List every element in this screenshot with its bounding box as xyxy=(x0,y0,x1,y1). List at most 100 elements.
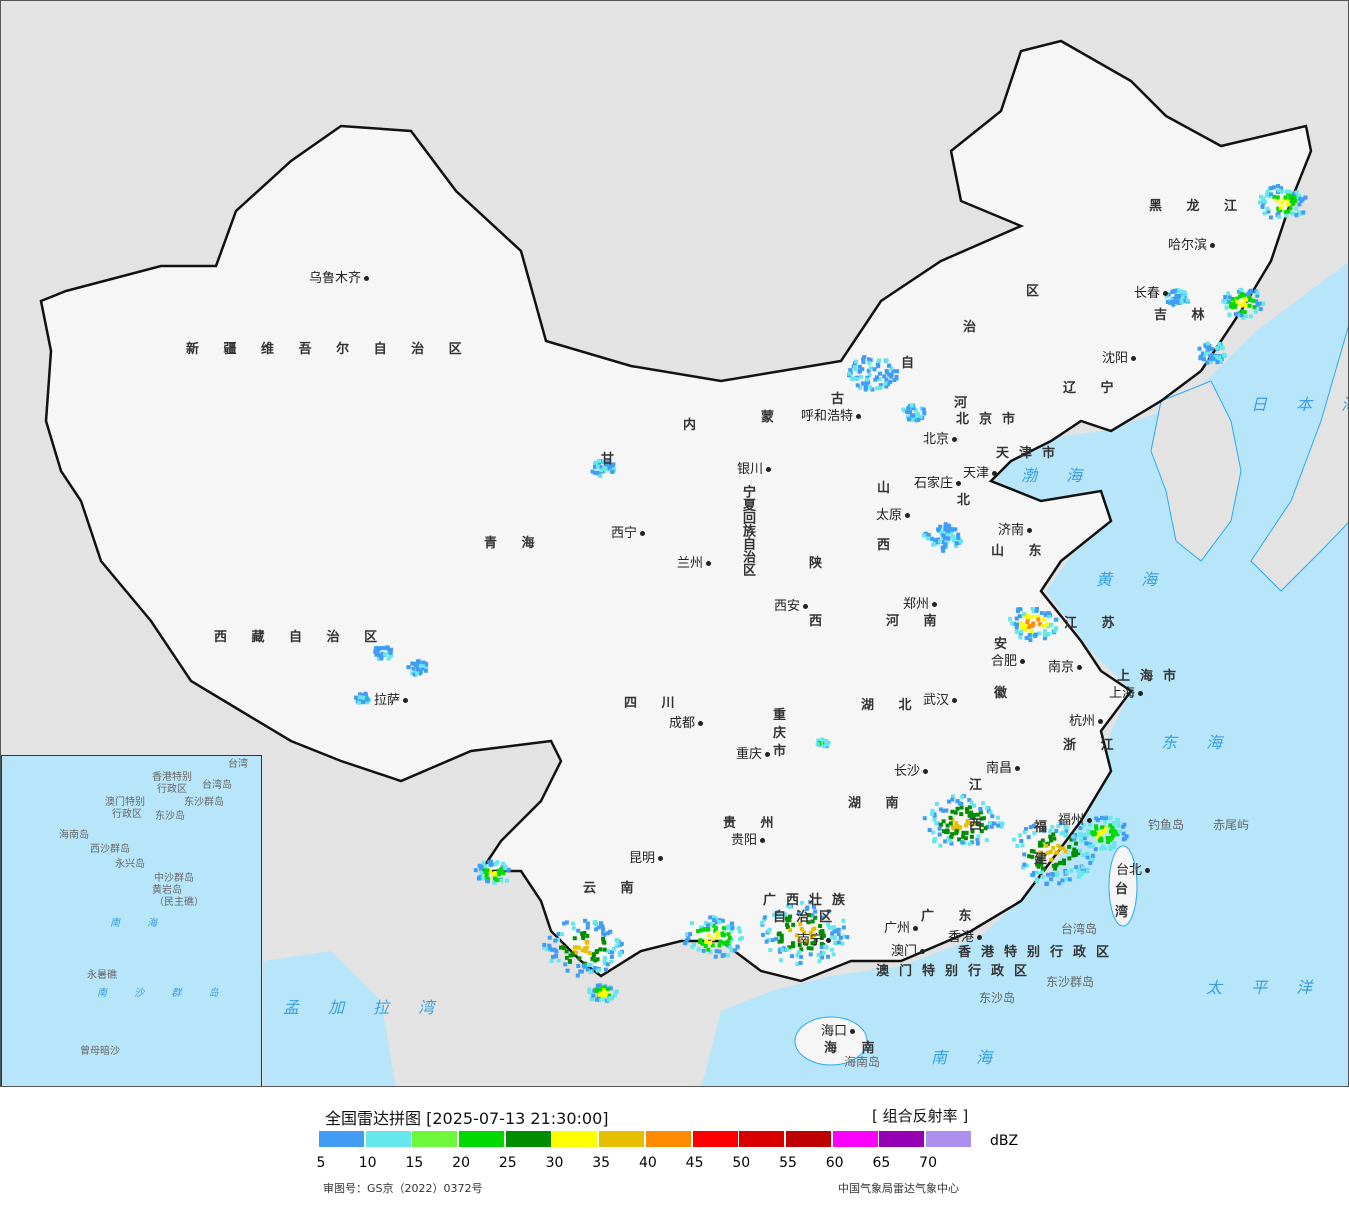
echo-pixel xyxy=(592,952,597,957)
echo-pixel xyxy=(1082,836,1087,841)
echo-pixel xyxy=(388,647,393,652)
province-label: 河 xyxy=(954,396,978,411)
echo-pixel xyxy=(1255,293,1260,298)
echo-pixel xyxy=(891,369,896,374)
echo-pixel xyxy=(963,836,968,841)
echo-pixel xyxy=(953,810,958,815)
echo-pixel xyxy=(1248,314,1253,319)
echo-pixel xyxy=(703,943,708,948)
echo-pixel xyxy=(959,801,964,806)
echo-pixel xyxy=(779,937,784,942)
echo-pixel xyxy=(1019,625,1024,630)
echo-pixel xyxy=(1027,854,1032,859)
sea-bengal xyxy=(263,951,396,1086)
city-label: 福州 xyxy=(1058,813,1093,828)
echo-pixel xyxy=(984,838,989,843)
echo-pixel xyxy=(989,824,994,829)
echo-pixel xyxy=(1063,824,1068,829)
echo-pixel xyxy=(927,828,932,833)
echo-pixel xyxy=(1031,823,1036,828)
echo-pixel xyxy=(1294,213,1299,218)
province-label: 安 xyxy=(994,637,1018,652)
echo-pixel xyxy=(493,880,498,885)
echo-pixel xyxy=(1035,862,1040,867)
echo-pixel xyxy=(610,950,615,955)
echo-pixel xyxy=(614,989,619,994)
echo-pixel xyxy=(1058,821,1063,826)
echo-pixel xyxy=(855,383,860,388)
echo-pixel xyxy=(958,825,963,830)
province-label: 重 xyxy=(773,708,797,723)
echo-pixel xyxy=(948,531,953,536)
china-outline xyxy=(39,39,1313,983)
city-label: 西安 xyxy=(774,599,809,614)
echo-pixel xyxy=(689,921,694,926)
echo-pixel xyxy=(1022,862,1027,867)
echo-pixel xyxy=(1031,609,1036,614)
echo-pixel xyxy=(598,465,603,470)
echo-pixel xyxy=(1241,315,1246,320)
echo-pixel xyxy=(853,367,858,372)
echo-pixel xyxy=(549,947,554,952)
echo-pixel xyxy=(1018,833,1023,838)
city-label: 天津 xyxy=(963,466,998,481)
echo-pixel xyxy=(583,918,588,923)
echo-pixel xyxy=(883,381,888,386)
echo-pixel xyxy=(794,933,799,938)
echo-pixel xyxy=(931,542,936,547)
echo-pixel xyxy=(894,376,899,381)
echo-pixel xyxy=(612,993,617,998)
scale-tick: 25 xyxy=(498,1155,517,1171)
echo-pixel xyxy=(1073,852,1078,857)
echo-pixel xyxy=(1257,301,1262,306)
echo-pixel xyxy=(943,542,948,547)
echo-pixel xyxy=(882,374,887,379)
echo-pixel xyxy=(562,921,567,926)
echo-pixel xyxy=(949,841,954,846)
echo-pixel xyxy=(729,928,734,933)
echo-pixel xyxy=(932,812,937,817)
echo-pixel xyxy=(542,942,547,947)
echo-pixel xyxy=(1297,196,1302,201)
echo-pixel xyxy=(848,368,853,373)
echo-pixel xyxy=(819,935,824,940)
echo-pixel xyxy=(1012,621,1017,626)
echo-pixel xyxy=(841,925,846,930)
echo-pixel xyxy=(1243,303,1248,308)
echo-pixel xyxy=(1285,202,1290,207)
echo-pixel xyxy=(877,371,882,376)
echo-pixel xyxy=(1020,843,1025,848)
echo-pixel xyxy=(564,920,569,925)
echo-pixel xyxy=(811,927,816,932)
city-label: 合肥 xyxy=(991,654,1026,669)
echo-pixel xyxy=(1233,304,1238,309)
echo-pixel xyxy=(858,374,863,379)
inset-label: 曾母暗沙 xyxy=(80,1046,120,1057)
echo-pixel xyxy=(601,985,606,990)
echo-pixel xyxy=(1025,617,1030,622)
echo-pixel xyxy=(725,941,730,946)
echo-pixel xyxy=(939,530,944,535)
echo-pixel xyxy=(414,671,419,676)
echo-pixel xyxy=(940,545,945,550)
echo-pixel xyxy=(506,867,511,872)
echo-pixel xyxy=(710,936,715,941)
echo-pixel xyxy=(841,918,846,923)
echo-pixel xyxy=(712,918,717,923)
city-label: 银川 xyxy=(737,462,772,477)
echo-pixel xyxy=(1279,200,1284,205)
echo-pixel xyxy=(1099,836,1104,841)
echo-pixel xyxy=(1054,626,1059,631)
province-label: 江 xyxy=(969,778,993,793)
echo-pixel xyxy=(580,931,585,936)
echo-pixel xyxy=(1176,295,1181,300)
echo-pixel xyxy=(376,656,381,661)
echo-pixel xyxy=(885,370,890,375)
echo-pixel xyxy=(817,959,822,964)
echo-pixel xyxy=(1024,635,1029,640)
province-label: 湾 xyxy=(1115,905,1139,920)
map-base xyxy=(39,39,1348,1086)
echo-pixel xyxy=(703,920,708,925)
echo-pixel xyxy=(581,935,586,940)
province-label: 台 xyxy=(1115,882,1139,897)
